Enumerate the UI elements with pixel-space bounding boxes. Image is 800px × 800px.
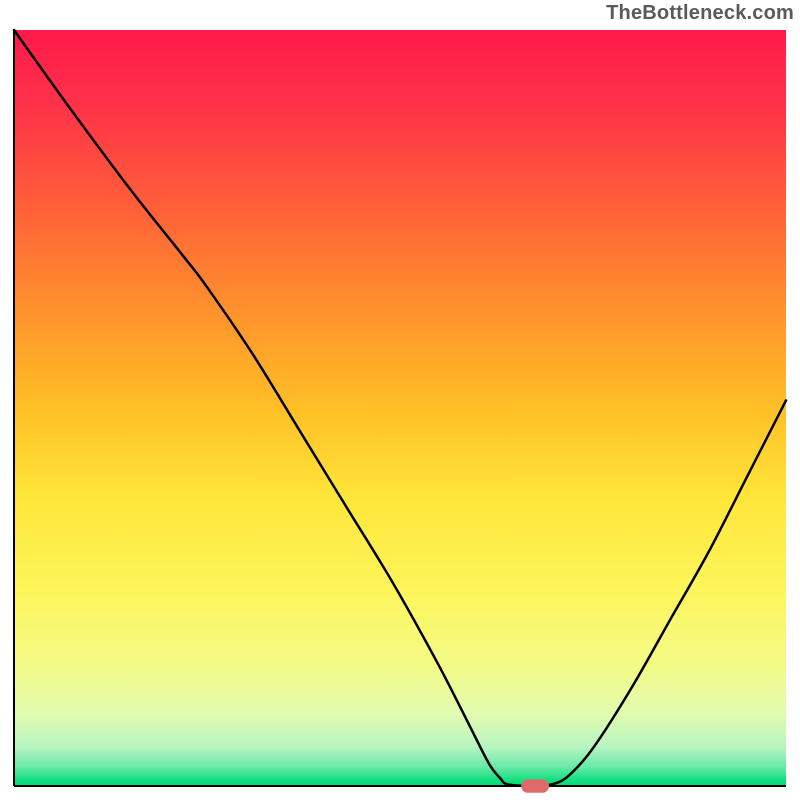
plot-background: [14, 30, 786, 786]
bottleneck-chart: [0, 0, 800, 800]
optimal-point-marker: [521, 779, 549, 793]
watermark-label: TheBottleneck.com: [606, 2, 794, 25]
